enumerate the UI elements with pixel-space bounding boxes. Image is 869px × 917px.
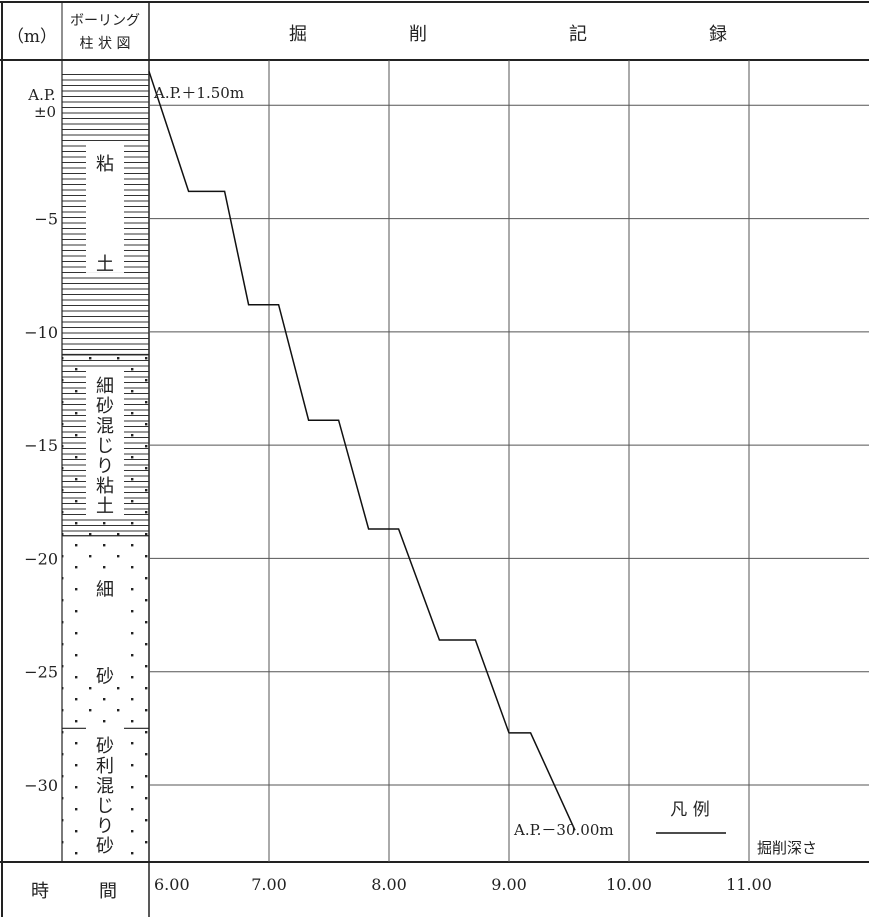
- time-tick-label: 6.00: [154, 875, 190, 894]
- soil-label-char: 粘: [96, 154, 114, 175]
- soil-label-char: 砂: [96, 736, 114, 757]
- soil-label-char: 細: [96, 580, 114, 601]
- depth-tick-label: −10: [24, 323, 58, 342]
- time-tick-label: 11.00: [726, 875, 772, 894]
- soil-label-char: 粘: [96, 476, 114, 497]
- depth-label-ap-line1: A.P.: [27, 86, 55, 104]
- depth-label-ap-line2: ±0: [34, 103, 56, 121]
- time-axis-label-char: 間: [99, 881, 117, 902]
- soil-layer: 細砂: [62, 535, 149, 729]
- soil-label-bg: [86, 727, 124, 856]
- boring-title-line1: ボーリング: [70, 13, 140, 29]
- legend-title: 凡 例: [670, 800, 709, 820]
- soil-label-char: り: [96, 816, 114, 837]
- soil-label-char: 混: [96, 776, 114, 797]
- soil-label-bg: [86, 144, 124, 273]
- chart-grid: [149, 60, 869, 862]
- soil-label-char: 混: [96, 416, 114, 437]
- end-annotation: A.P.－30.00m: [513, 821, 614, 839]
- time-tick-label: 8.00: [371, 875, 407, 894]
- start-annotation: A.P.＋1.50m: [153, 84, 244, 102]
- soil-label-char: 細: [96, 376, 114, 397]
- unit-label: （m）: [7, 27, 57, 47]
- time-tick-label: 9.00: [491, 875, 527, 894]
- excavation-depth-line: [148, 71, 576, 831]
- soil-label-char: じ: [96, 436, 114, 457]
- record-title-char: 録: [709, 24, 727, 45]
- legend-item-label: 掘削深さ: [757, 839, 817, 857]
- depth-tick-label: −20: [24, 549, 58, 568]
- soil-label-char: 砂: [96, 666, 114, 687]
- soil-label-char: り: [96, 456, 114, 477]
- soil-label-char: じ: [96, 796, 114, 817]
- depth-axis: A.P. ±0 −5 −10 −15 −20 −25 −30: [24, 86, 58, 795]
- soil-label-char: 利: [96, 756, 114, 777]
- record-title: 掘削記録: [289, 24, 727, 45]
- time-axis: 時 間 6.00 7.00 8.00 9.00 10.00 11.00: [31, 875, 772, 902]
- record-title-char: 掘: [289, 24, 307, 45]
- time-axis-label-char: 時: [31, 881, 49, 902]
- header: （m） ボーリング 柱 状 図 掘 削 記 録: [7, 13, 727, 52]
- time-tick-label: 10.00: [606, 875, 652, 894]
- record-title-char: 削: [409, 24, 427, 45]
- boring-title-line2: 柱 状 図: [80, 36, 131, 52]
- soil-label-char: 砂: [96, 836, 114, 857]
- legend: 凡 例 掘削深さ: [656, 800, 817, 857]
- soil-label-bg: [86, 367, 124, 516]
- depth-tick-label: −5: [34, 210, 58, 229]
- soil-label-char: 砂: [96, 396, 114, 417]
- soil-label-bg: [86, 570, 124, 686]
- soil-layer: 粘土: [62, 71, 149, 356]
- depth-tick-label: −25: [24, 663, 58, 682]
- soil-label-char: 土: [96, 254, 114, 275]
- depth-tick-label: −15: [24, 436, 58, 455]
- soil-label-char: 土: [96, 496, 114, 517]
- time-tick-label: 7.00: [251, 875, 287, 894]
- depth-tick-label: −30: [24, 776, 58, 795]
- record-title-char: 記: [569, 24, 587, 45]
